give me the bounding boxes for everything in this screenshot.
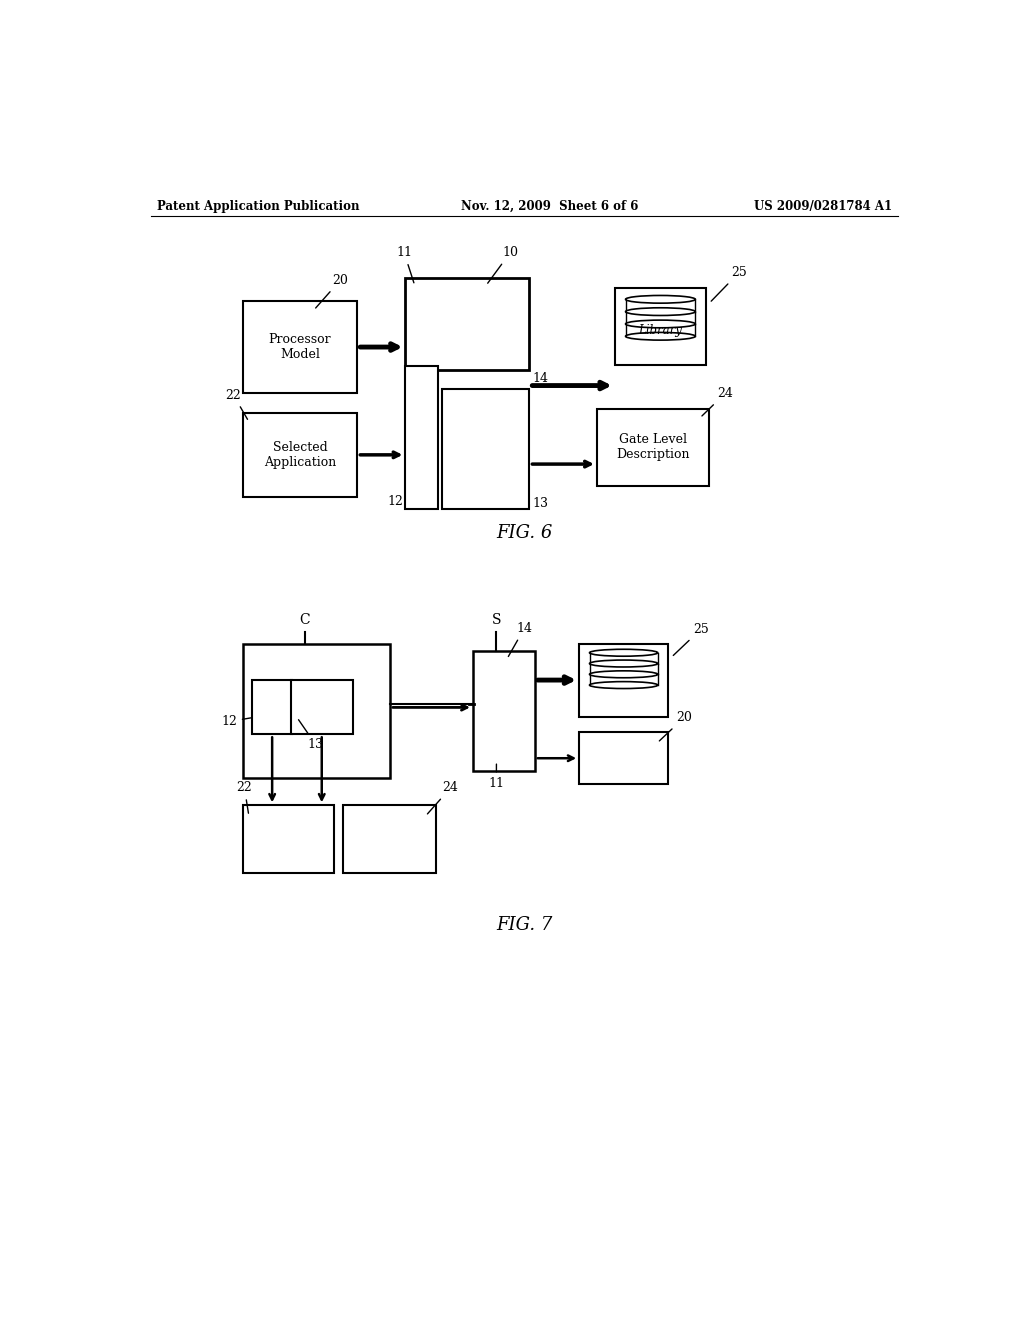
Bar	[579, 644, 669, 717]
Bar	[243, 805, 334, 873]
Bar	[473, 651, 535, 771]
Bar	[597, 409, 710, 486]
Ellipse shape	[590, 681, 657, 689]
Text: Processor
Model: Processor Model	[268, 333, 332, 362]
Text: 25: 25	[712, 267, 746, 301]
Text: 20: 20	[659, 711, 692, 741]
Text: Nov. 12, 2009  Sheet 6 of 6: Nov. 12, 2009 Sheet 6 of 6	[461, 199, 639, 213]
Ellipse shape	[626, 321, 695, 327]
Text: 13: 13	[299, 719, 324, 751]
Text: S: S	[492, 614, 501, 627]
Bar	[243, 301, 357, 393]
Text: US 2009/0281784 A1: US 2009/0281784 A1	[754, 199, 892, 213]
Text: Patent Application Publication: Patent Application Publication	[158, 199, 360, 213]
Text: Library: Library	[639, 323, 682, 337]
Bar	[291, 681, 352, 734]
Text: 10: 10	[487, 247, 518, 284]
Ellipse shape	[626, 296, 695, 304]
Ellipse shape	[590, 660, 657, 667]
Ellipse shape	[590, 649, 657, 656]
Text: C: C	[299, 614, 310, 627]
Ellipse shape	[590, 671, 657, 677]
Text: 24: 24	[427, 781, 459, 814]
Text: 12: 12	[221, 715, 251, 729]
Text: 24: 24	[701, 387, 733, 416]
Text: FIG. 7: FIG. 7	[497, 916, 553, 933]
Bar	[406, 277, 529, 370]
Text: 14: 14	[508, 622, 532, 656]
Text: Selected
Application: Selected Application	[264, 441, 336, 469]
Text: FIG. 6: FIG. 6	[497, 524, 553, 543]
Ellipse shape	[626, 333, 695, 341]
Text: Gate Level
Description: Gate Level Description	[616, 433, 690, 461]
Bar	[579, 733, 669, 784]
Bar	[252, 681, 292, 734]
Text: 12: 12	[387, 495, 403, 508]
Bar	[442, 389, 529, 508]
Bar	[243, 412, 357, 498]
Bar	[614, 288, 707, 364]
Bar	[406, 366, 438, 508]
Text: 13: 13	[532, 498, 549, 511]
Bar	[243, 644, 390, 779]
Text: 25: 25	[674, 623, 709, 656]
Text: 22: 22	[225, 388, 248, 420]
Text: 11: 11	[488, 764, 505, 791]
Text: 20: 20	[315, 275, 348, 308]
Bar	[343, 805, 436, 873]
Text: 22: 22	[237, 781, 252, 813]
Text: 14: 14	[532, 372, 549, 384]
Text: 11: 11	[396, 247, 414, 282]
Ellipse shape	[626, 308, 695, 315]
